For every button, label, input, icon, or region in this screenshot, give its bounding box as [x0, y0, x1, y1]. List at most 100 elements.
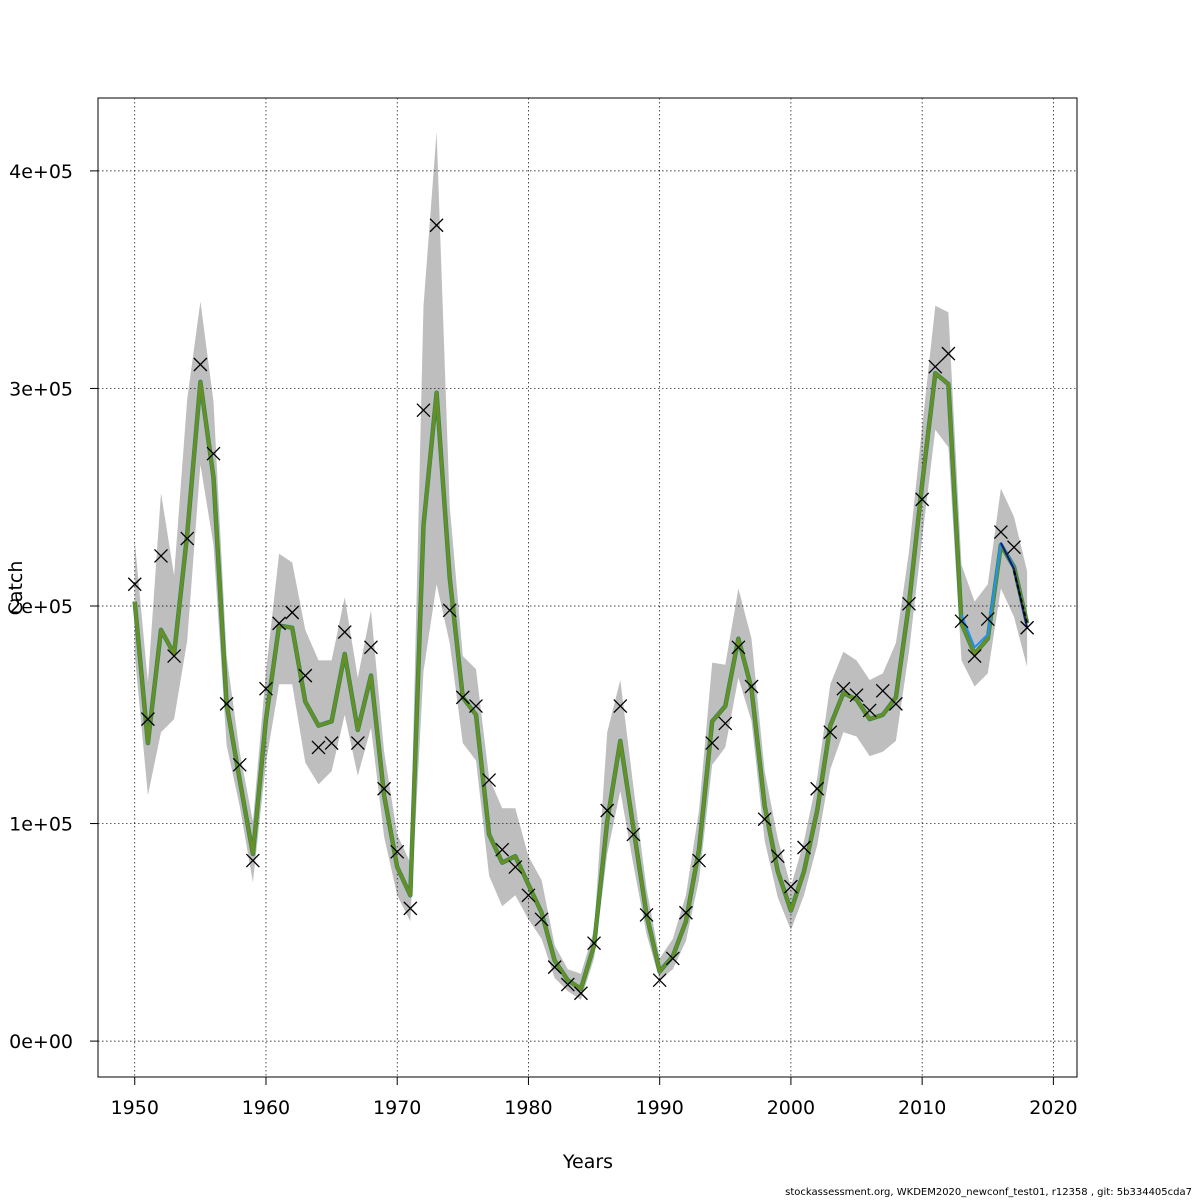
observed-point-1965	[324, 736, 339, 751]
observed-point-1988	[626, 827, 641, 842]
observed-point-1992	[678, 905, 693, 920]
observed-point-stroke-b	[573, 986, 588, 1001]
observed-point-stroke-b	[823, 725, 838, 740]
observed-point-stroke-b	[862, 703, 877, 718]
y-tick-label-1e+05: 1e+05	[9, 814, 73, 836]
observed-point-1989	[639, 907, 654, 922]
observed-point-stroke-b	[731, 640, 746, 655]
observed-point-1972	[416, 403, 431, 418]
observed-point-1986	[600, 803, 615, 818]
observed-point-1953	[167, 649, 182, 663]
observed-point-1993	[692, 853, 707, 868]
observed-point-stroke-b	[783, 879, 798, 894]
observed-point-1976	[468, 699, 483, 714]
observed-point-stroke-b	[442, 603, 457, 618]
observed-point-stroke-b	[167, 649, 182, 663]
observed-point-stroke-b	[915, 492, 930, 507]
observed-point-stroke-b	[902, 596, 916, 611]
observed-point-stroke-b	[941, 346, 956, 361]
observed-point-stroke-b	[508, 860, 523, 875]
observed-point-2007	[875, 683, 890, 698]
observed-point-stroke-b	[495, 842, 510, 857]
confidence-band	[134, 131, 1028, 1000]
y-tick-label-2e+05: 2e+05	[9, 596, 73, 618]
observed-point-stroke-b	[206, 446, 221, 461]
axes: 1950 1960 1970 1980 1990 2000 2010 2020 0e+00 1e+…	[9, 161, 1077, 1119]
observed-point-2002	[810, 781, 825, 796]
observed-point-2012	[941, 346, 956, 361]
observed-point-2015	[980, 612, 995, 627]
observed-point-1980	[521, 888, 536, 903]
observed-point-1981	[534, 912, 549, 927]
observed-point-1954	[180, 531, 195, 546]
observed-point-stroke-b	[416, 403, 431, 418]
observed-point-1966	[337, 625, 352, 640]
x-tick-label-1970: 1970	[373, 1097, 421, 1119]
observed-point-2013	[954, 614, 969, 629]
observed-point-stroke-b	[547, 960, 562, 975]
observed-point-stroke-b	[521, 888, 536, 903]
y-tick-label-3e+05: 3e+05	[9, 378, 73, 400]
observed-point-stroke-b	[849, 688, 864, 703]
observed-point-2011	[928, 359, 943, 374]
observed-point-stroke-b	[757, 812, 772, 827]
observed-point-stroke-b	[193, 357, 208, 372]
observed-point-stroke-b	[259, 681, 273, 696]
observed-point-stroke-b	[560, 977, 575, 992]
observed-point-1999	[770, 849, 785, 864]
observed-point-stroke-b	[377, 781, 392, 796]
observed-point-stroke-b	[272, 616, 287, 631]
observed-point-stroke-b	[797, 840, 811, 855]
confidence-band-area	[134, 131, 1028, 1000]
observed-point-stroke-b	[954, 614, 969, 629]
x-tick-label-1950: 1950	[111, 1097, 159, 1119]
x-tick-label-2000: 2000	[767, 1097, 815, 1119]
observed-point-stroke-b	[600, 803, 615, 818]
fitted-catch-lines	[132, 370, 1030, 992]
observed-point-2014	[967, 649, 982, 663]
observed-point-1962	[285, 605, 300, 620]
x-tick-label-2010: 2010	[898, 1097, 946, 1119]
observed-point-1990	[652, 973, 667, 988]
observed-point-stroke-b	[678, 905, 693, 920]
observed-catch-points	[127, 218, 1035, 1001]
observed-point-stroke-b	[718, 716, 733, 731]
y-tick-label-0e+00: 0e+00	[9, 1031, 73, 1053]
observed-point-1995	[718, 716, 733, 731]
observed-point-2001	[797, 840, 811, 855]
observed-point-1996	[731, 640, 746, 655]
observed-point-1957	[219, 696, 234, 711]
observed-point-stroke-b	[980, 612, 995, 627]
observed-point-stroke-b	[744, 679, 759, 694]
observed-point-stroke-b	[652, 973, 667, 988]
observed-point-2016	[993, 525, 1008, 539]
observed-point-stroke-b	[875, 683, 890, 698]
observed-point-stroke-b	[639, 907, 654, 922]
observed-point-stroke-b	[692, 853, 707, 868]
observed-point-1975	[455, 690, 470, 705]
observed-point-2004	[836, 681, 851, 696]
observed-point-stroke-b	[836, 681, 851, 696]
observed-point-stroke-b	[324, 736, 339, 751]
observed-point-stroke-b	[770, 849, 785, 864]
observed-point-1964	[311, 740, 326, 755]
observed-point-2000	[783, 879, 798, 894]
observed-point-stroke-b	[140, 712, 155, 727]
observed-point-stroke-b	[613, 699, 628, 714]
observed-point-stroke-b	[232, 757, 247, 772]
observed-point-stroke-b	[888, 696, 903, 711]
observed-point-2010	[915, 492, 930, 507]
observed-point-1952	[154, 548, 168, 563]
observed-point-2008	[888, 696, 903, 711]
observed-point-stroke-b	[587, 936, 602, 951]
plot-frame	[97, 97, 1078, 1078]
observed-point-1970	[390, 844, 405, 859]
observed-point-1978	[495, 842, 510, 857]
observed-point-stroke-b	[298, 668, 313, 683]
observed-point-stroke-b	[455, 690, 470, 705]
observed-point-stroke-b	[993, 525, 1008, 539]
observed-point-stroke-b	[337, 625, 352, 640]
observed-point-1959	[245, 853, 260, 868]
observed-point-1968	[364, 640, 378, 655]
observed-point-1961	[272, 616, 287, 631]
